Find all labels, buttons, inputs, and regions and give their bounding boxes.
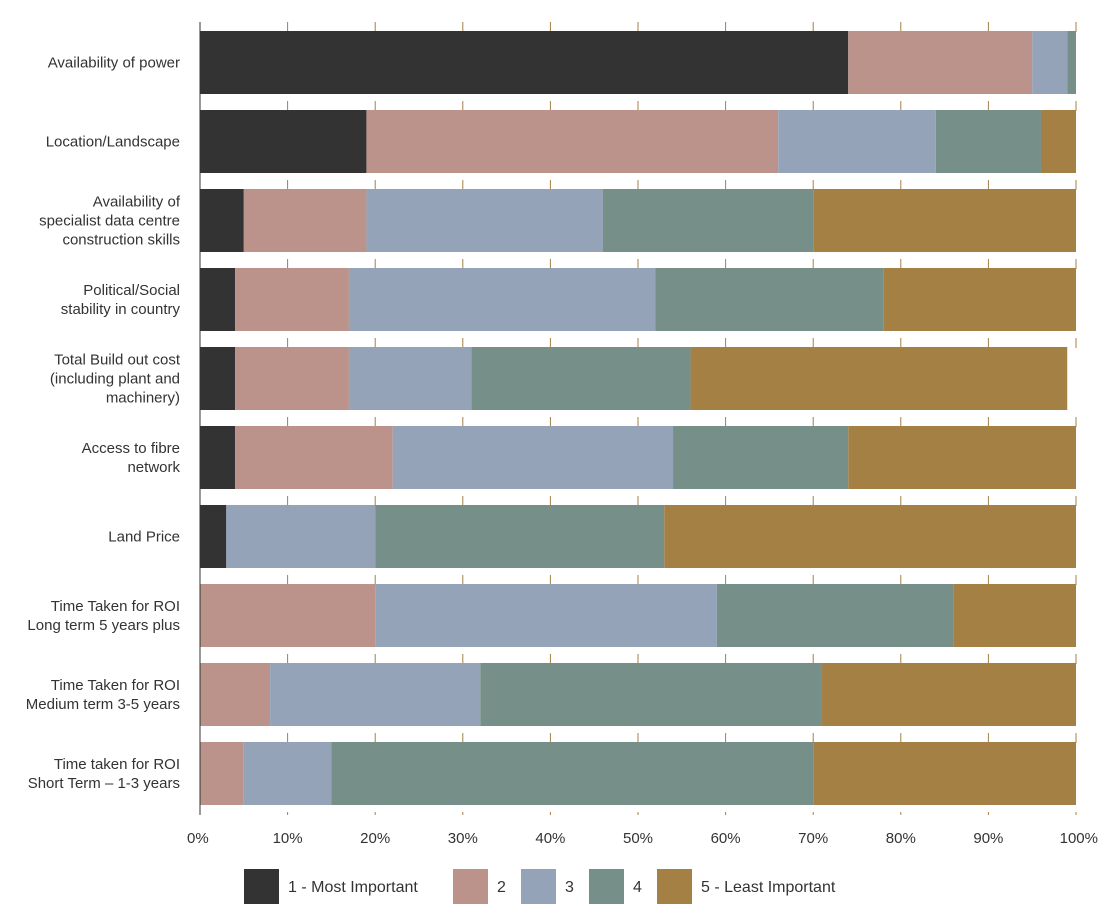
bar-segment xyxy=(200,584,376,647)
x-tick-label: 70% xyxy=(798,830,828,847)
x-tick-label: 0% xyxy=(187,830,209,847)
bar-segment xyxy=(200,742,244,805)
bar-segment xyxy=(200,189,244,252)
bar-segment xyxy=(375,505,665,568)
legend-swatch xyxy=(589,869,624,904)
legend-swatch xyxy=(657,869,692,904)
x-tick-label: 60% xyxy=(711,830,741,847)
bar-segment xyxy=(235,347,349,410)
category-label: Land Price xyxy=(108,529,180,546)
bar-segment xyxy=(243,189,367,252)
category-label: Time taken for ROI Short Term – 1-3 years xyxy=(28,756,180,792)
bar-segment xyxy=(200,663,271,726)
x-tick-labels: 0% 10% 20% 30% 40% 50% 60% 70% 80% 90% 100% xyxy=(187,830,1098,847)
bar-segment xyxy=(935,110,1041,173)
bar-segment xyxy=(716,584,954,647)
bar-segment xyxy=(270,663,481,726)
category-label: Availability of power xyxy=(48,55,180,72)
bar-segment xyxy=(602,189,814,252)
bar-segment xyxy=(813,742,1076,805)
bar-segment xyxy=(200,110,367,173)
x-tick-label: 90% xyxy=(973,830,1003,847)
legend-label: 4 xyxy=(633,879,642,896)
bar-segment xyxy=(664,505,1076,568)
grid-lines xyxy=(287,22,1077,815)
x-tick-label: 40% xyxy=(535,830,565,847)
x-tick-label: 30% xyxy=(448,830,478,847)
bar-segment xyxy=(471,347,691,410)
bar-segment xyxy=(813,189,1076,252)
bar-segment xyxy=(848,426,1076,489)
legend-label: 1 - Most Important xyxy=(288,879,418,896)
legend-swatch xyxy=(453,869,488,904)
bar-segment xyxy=(1032,31,1068,94)
bar-segment xyxy=(883,268,1076,331)
bar-segment xyxy=(778,110,936,173)
bar-segment xyxy=(953,584,1076,647)
bar-segment xyxy=(673,426,849,489)
legend-swatch xyxy=(521,869,556,904)
category-labels: Availability of power Location/Landscape A… xyxy=(26,55,181,793)
category-label: Political/Social stability in country xyxy=(61,282,181,318)
bar-segment xyxy=(243,742,332,805)
x-tick-label: 50% xyxy=(623,830,653,847)
category-label: Availability of specialist data centre con… xyxy=(39,194,181,249)
category-label: Time Taken for ROI Long term 5 years plus xyxy=(27,598,180,634)
legend-label: 3 xyxy=(565,879,574,896)
bar-segment xyxy=(348,347,472,410)
legend-label: 5 - Least Important xyxy=(701,879,836,896)
x-tick-label: 10% xyxy=(273,830,303,847)
bar-segment xyxy=(235,426,393,489)
bar-segment xyxy=(366,189,603,252)
x-tick-label: 80% xyxy=(886,830,916,847)
bar-segment xyxy=(200,31,849,94)
category-label: Location/Landscape xyxy=(46,134,180,151)
bar-segment xyxy=(348,268,656,331)
category-label: Time Taken for ROI Medium term 3-5 years xyxy=(26,677,180,713)
x-tick-label: 20% xyxy=(360,830,390,847)
bar-segment xyxy=(1067,31,1076,94)
category-label: Total Build out cost (including plant and… xyxy=(50,352,181,407)
bar-segment xyxy=(392,426,674,489)
legend-swatch xyxy=(244,869,279,904)
bar-segment xyxy=(375,584,717,647)
bar-segment xyxy=(655,268,884,331)
bar-segment xyxy=(200,426,236,489)
bar-segment xyxy=(200,347,236,410)
bar-segment xyxy=(366,110,779,173)
bar-segment xyxy=(821,663,1076,726)
bar-segment xyxy=(331,742,814,805)
legend: 1 - Most Important 2 3 4 5 - Least Important xyxy=(244,869,836,904)
bar-segment xyxy=(200,268,236,331)
bar-segment xyxy=(235,268,349,331)
legend-label: 2 xyxy=(497,879,506,896)
bars xyxy=(200,31,1076,805)
category-label: Access to fibre network xyxy=(82,440,181,476)
bar-segment xyxy=(848,31,1033,94)
x-tick-label: 100% xyxy=(1060,830,1098,847)
bar-segment xyxy=(200,505,227,568)
bar-segment xyxy=(1040,110,1076,173)
bar-segment xyxy=(690,347,1068,410)
bar-segment xyxy=(480,663,822,726)
bar-segment xyxy=(226,505,376,568)
